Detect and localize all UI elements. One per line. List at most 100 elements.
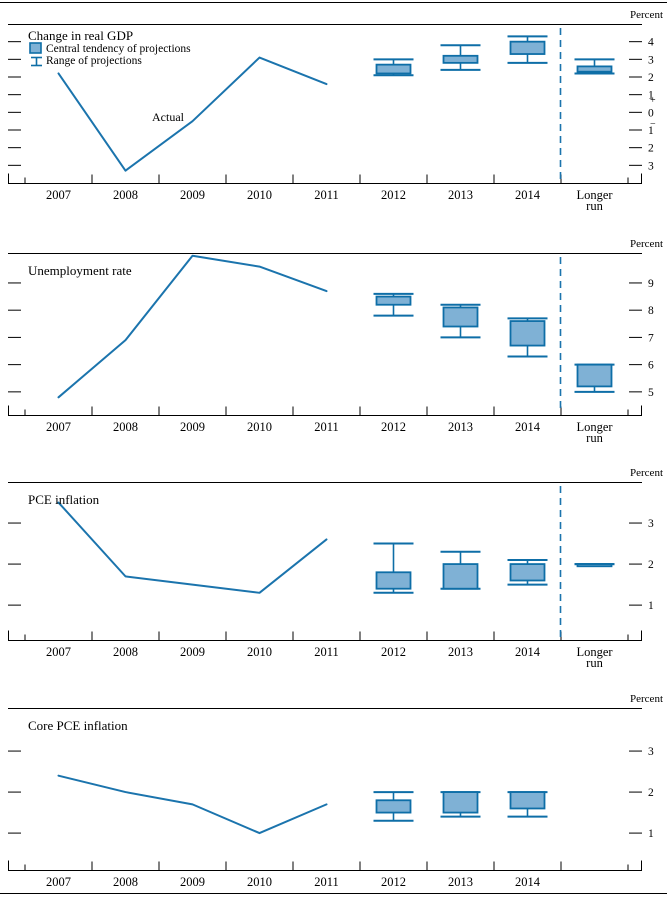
x-tick-label-longer-run: Longer bbox=[576, 188, 613, 202]
x-tick-label-year: 2008 bbox=[113, 420, 138, 434]
x-tick-label-year: 2009 bbox=[180, 188, 205, 202]
x-tick-label-year: 2011 bbox=[314, 875, 339, 889]
actual-line bbox=[57, 56, 328, 172]
panel-title: Core PCE inflation bbox=[28, 718, 128, 733]
x-tick-label-year: 2013 bbox=[448, 188, 473, 202]
x-tick-label-year: 2012 bbox=[381, 645, 406, 659]
projection-2014 bbox=[507, 558, 548, 586]
x-tick-label-year: 2011 bbox=[314, 188, 339, 202]
x-tick-label-year: 2010 bbox=[247, 188, 272, 202]
x-tick-label-year: 2007 bbox=[46, 875, 71, 889]
x-tick-label-year: 2012 bbox=[381, 875, 406, 889]
x-tick-label-year: 2009 bbox=[180, 645, 205, 659]
projection-2013 bbox=[440, 303, 481, 339]
projection-2013 bbox=[440, 791, 481, 818]
central-tendency-box bbox=[442, 791, 479, 814]
x-tick-label-year: 2012 bbox=[381, 188, 406, 202]
y-tick-label: 1 bbox=[648, 600, 654, 612]
y-axis-sign-mark: − bbox=[650, 119, 656, 130]
y-tick-label: 0 bbox=[648, 107, 654, 119]
legend-central-tendency-label: Central tendency of projections bbox=[46, 43, 191, 55]
y-tick-label: 1 bbox=[648, 90, 654, 102]
projection-longer-run bbox=[574, 563, 615, 568]
y-tick-label: 6 bbox=[648, 360, 654, 372]
x-tick-label-year: 2009 bbox=[180, 875, 205, 889]
x-tick-label-longer-run: run bbox=[586, 431, 603, 445]
x-tick-label-year: 2014 bbox=[515, 875, 541, 889]
y-tick-label: 1 bbox=[648, 828, 654, 840]
y-tick-label: 3 bbox=[648, 54, 654, 66]
central-tendency-box bbox=[509, 40, 546, 55]
legend-central-tendency-icon bbox=[29, 42, 42, 54]
x-tick-label-longer-run: Longer bbox=[576, 420, 613, 434]
central-tendency-box bbox=[375, 571, 412, 590]
projection-2013 bbox=[440, 44, 481, 71]
central-tendency-box bbox=[509, 563, 546, 582]
y-tick-label: 3 bbox=[648, 518, 654, 530]
x-tick-label-year: 2008 bbox=[113, 645, 138, 659]
y-axis-unit-label: Percent bbox=[630, 238, 663, 250]
actual-line bbox=[57, 501, 328, 594]
y-tick-label: 1 bbox=[648, 125, 654, 137]
panel-pce-inflation: Percent 3 2 1 2007 2008 2009 2010 2011 2012 2013 20… bbox=[8, 467, 663, 670]
actual-line bbox=[57, 774, 328, 835]
projection-2012 bbox=[373, 58, 414, 77]
central-tendency-box bbox=[442, 54, 479, 64]
central-tendency-box bbox=[375, 295, 412, 306]
projection-longer-run bbox=[574, 58, 615, 75]
projection-2013 bbox=[440, 550, 481, 590]
y-axis-unit-label: Percent bbox=[630, 693, 663, 705]
x-tick-label-year: 2011 bbox=[314, 645, 339, 659]
actual-line-label: Actual bbox=[152, 110, 185, 124]
central-tendency-box bbox=[442, 306, 479, 328]
y-tick-label: 2 bbox=[648, 787, 654, 799]
central-tendency-box bbox=[375, 799, 412, 814]
y-tick-label: 3 bbox=[648, 746, 654, 758]
y-tick-label: 7 bbox=[648, 332, 654, 344]
y-tick-label: 5 bbox=[648, 387, 654, 399]
y-tick-label: 3 bbox=[648, 160, 654, 172]
central-tendency-box bbox=[442, 563, 479, 590]
x-tick-label-longer-run: run bbox=[586, 656, 603, 670]
x-tick-label-longer-run: run bbox=[586, 199, 603, 213]
projection-longer-run bbox=[574, 363, 615, 393]
projection-2014 bbox=[507, 35, 548, 64]
panel-core-pce-inflation: Percent 3 2 1 2007 2008 2009 2010 2011 2012 2013 20… bbox=[8, 693, 663, 889]
central-tendency-box bbox=[375, 63, 412, 75]
central-tendency-box bbox=[576, 363, 613, 388]
panel-title: PCE inflation bbox=[28, 492, 100, 507]
projection-2014 bbox=[507, 791, 548, 818]
y-tick-label: 2 bbox=[648, 143, 654, 155]
x-tick-label-longer-run: Longer bbox=[576, 645, 613, 659]
panel-unemployment-rate: Percent 9 8 7 6 5 2007 2008 2009 2010 2011 2012 2013… bbox=[8, 238, 663, 445]
x-tick-label-year: 2009 bbox=[180, 420, 205, 434]
y-axis-unit-label: Percent bbox=[630, 467, 663, 479]
x-tick-label-year: 2012 bbox=[381, 420, 406, 434]
x-tick-label-year: 2013 bbox=[448, 645, 473, 659]
projection-2014 bbox=[507, 317, 548, 358]
central-tendency-box bbox=[576, 65, 613, 73]
x-tick-label-year: 2014 bbox=[515, 645, 541, 659]
x-tick-label-year: 2010 bbox=[247, 875, 272, 889]
x-tick-label-year: 2010 bbox=[247, 645, 272, 659]
projection-2012 bbox=[373, 292, 414, 317]
legend-range-label: Range of projections bbox=[46, 55, 142, 67]
y-axis-unit-label: Percent bbox=[630, 9, 663, 21]
y-tick-label: 2 bbox=[648, 559, 654, 571]
y-tick-label: 9 bbox=[648, 278, 654, 290]
x-tick-label-year: 2008 bbox=[113, 875, 138, 889]
x-tick-label-year: 2013 bbox=[448, 420, 473, 434]
y-tick-label: 2 bbox=[648, 72, 654, 84]
x-tick-label-year: 2007 bbox=[46, 645, 71, 659]
central-tendency-box bbox=[576, 563, 613, 568]
central-tendency-box bbox=[509, 791, 546, 810]
x-tick-label-year: 2007 bbox=[46, 188, 71, 202]
x-tick-label-year: 2013 bbox=[448, 875, 473, 889]
x-tick-label-year: 2010 bbox=[247, 420, 272, 434]
x-tick-label-year: 2007 bbox=[46, 420, 71, 434]
panel-title: Unemployment rate bbox=[28, 263, 132, 278]
panel-title: Change in real GDP bbox=[28, 28, 133, 43]
